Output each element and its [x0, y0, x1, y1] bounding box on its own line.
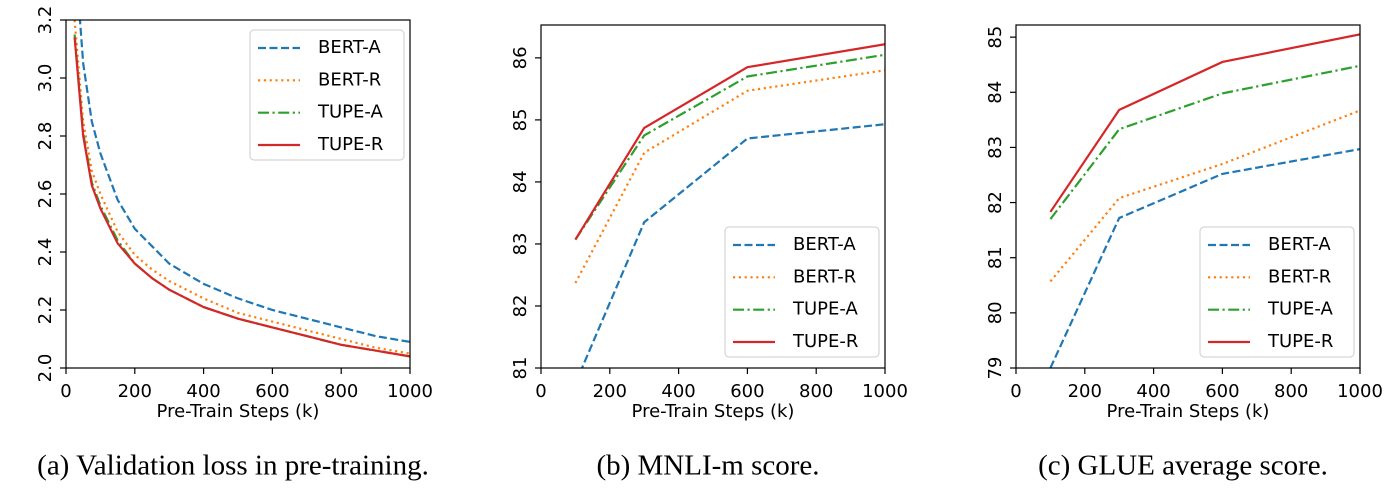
- x-tick-label: 1000: [387, 381, 433, 402]
- legend-label: BERT-A: [1268, 234, 1331, 255]
- panel: 0 200 400 600 800 1000 81 82 83 84 85 86 Pre-Train S…: [510, 24, 908, 482]
- x-axis-label: Pre-Train Steps (k): [157, 401, 320, 422]
- legend-box: [1199, 226, 1355, 358]
- legend-label: BERT-A: [793, 234, 856, 255]
- panel: 0 200 400 600 800 1000 2.0 2.2 2.4 2.6 2.8 3.0 3.2 Pr…: [35, 6, 433, 482]
- series-line: [73, 37, 410, 358]
- x-tick-label: 200: [118, 381, 152, 402]
- y-tick-label: 2.2: [35, 296, 56, 325]
- x-tick-label: 600: [255, 381, 289, 402]
- x-tick-label: 600: [1205, 381, 1239, 402]
- legend-label: TUPE-R: [1267, 331, 1333, 352]
- series-line: [580, 123, 885, 368]
- legend-label: TUPE-A: [1267, 299, 1333, 320]
- legend-label: BERT-A: [318, 37, 381, 58]
- y-tick-label: 79: [985, 357, 1006, 380]
- x-tick-label: 1000: [862, 381, 908, 402]
- legend-box: [249, 29, 405, 161]
- x-tick-label: 200: [1068, 381, 1102, 402]
- axes-frame: [1015, 24, 1361, 369]
- legend: BERT-A BERT-R TUPE-A TUPE-R: [724, 226, 880, 358]
- series-line: [574, 43, 885, 241]
- x-tick-label: 400: [1136, 381, 1170, 402]
- x-axis-label: Pre-Train Steps (k): [632, 401, 795, 422]
- x-tick-label: 800: [1274, 381, 1308, 402]
- y-tick-label: 3.0: [35, 64, 56, 93]
- legend-box: [724, 226, 880, 358]
- legend-label: BERT-R: [318, 69, 381, 90]
- x-tick-label: 0: [60, 381, 71, 402]
- y-tick-label: 86: [510, 46, 531, 69]
- series-line: [78, 20, 410, 343]
- legend-label: TUPE-A: [317, 102, 383, 123]
- axes-frame: [540, 24, 886, 369]
- legend-label: BERT-R: [793, 266, 856, 287]
- series-line: [574, 53, 885, 241]
- caption: (b) MNLI-m score.: [596, 450, 819, 482]
- y-tick-label: 85: [510, 108, 531, 131]
- panel: 0 200 400 600 800 1000 79 80 81 82 83 84 85 Pre-Train…: [985, 24, 1383, 482]
- series-line: [1049, 64, 1360, 220]
- legend: BERT-A BERT-R TUPE-A TUPE-R: [249, 29, 405, 161]
- y-tick-label: 84: [510, 170, 531, 193]
- legend-label: TUPE-R: [792, 331, 858, 352]
- series-line: [1049, 33, 1360, 213]
- y-tick-label: 2.8: [35, 122, 56, 151]
- x-tick-label: 0: [535, 381, 546, 402]
- y-tick-label: 80: [985, 301, 1006, 324]
- x-tick-label: 0: [1010, 381, 1021, 402]
- y-tick-label: 3.2: [35, 6, 56, 35]
- y-tick-label: 82: [985, 191, 1006, 214]
- legend: BERT-A BERT-R TUPE-A TUPE-R: [1199, 226, 1355, 358]
- x-tick-label: 600: [730, 381, 764, 402]
- series-line: [1049, 109, 1360, 283]
- legend-label: TUPE-A: [792, 299, 858, 320]
- series-line: [1049, 147, 1360, 368]
- x-axis-label: Pre-Train Steps (k): [1107, 401, 1270, 422]
- y-tick-label: 2.6: [35, 180, 56, 209]
- x-tick-label: 200: [593, 381, 627, 402]
- y-tick-label: 81: [985, 246, 1006, 269]
- y-tick-label: 2.4: [35, 238, 56, 267]
- legend-label: TUPE-R: [317, 134, 383, 155]
- series-line: [574, 69, 885, 284]
- x-tick-label: 400: [661, 381, 695, 402]
- series-line: [73, 20, 410, 355]
- y-tick-label: 83: [985, 136, 1006, 159]
- legend-label: BERT-R: [1268, 266, 1331, 287]
- x-tick-label: 800: [799, 381, 833, 402]
- y-tick-label: 81: [510, 357, 531, 380]
- y-tick-label: 83: [510, 232, 531, 255]
- caption: (c) GLUE average score.: [1038, 450, 1328, 482]
- axes-frame: [65, 19, 411, 369]
- caption: (a) Validation loss in pre-training.: [37, 450, 429, 482]
- y-tick-label: 2.0: [35, 354, 56, 383]
- y-tick-label: 85: [985, 26, 1006, 49]
- y-tick-label: 82: [510, 295, 531, 318]
- x-tick-label: 400: [186, 381, 220, 402]
- x-tick-label: 800: [324, 381, 358, 402]
- x-tick-label: 1000: [1337, 381, 1383, 402]
- y-tick-label: 84: [985, 81, 1006, 104]
